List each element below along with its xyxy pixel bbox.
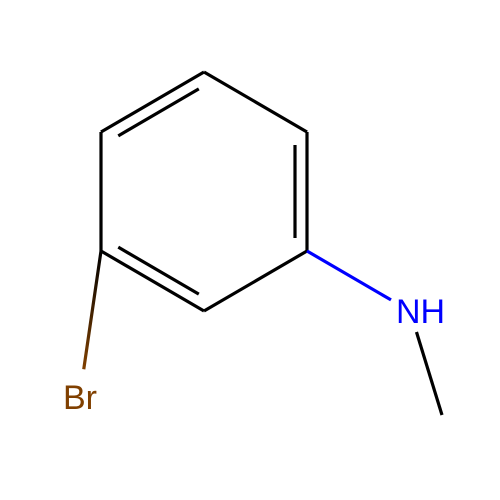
atom-label-br: Br bbox=[63, 379, 97, 417]
molecule-canvas: NH Br bbox=[0, 0, 500, 500]
bond bbox=[101, 72, 204, 132]
bond bbox=[204, 251, 307, 311]
atom-labels-layer: NH Br bbox=[63, 293, 445, 417]
bond bbox=[307, 251, 391, 300]
bond bbox=[84, 251, 101, 369]
bonds-layer bbox=[84, 72, 442, 415]
bond bbox=[101, 251, 204, 311]
bond bbox=[416, 332, 442, 415]
bond bbox=[204, 72, 307, 132]
bond bbox=[118, 89, 199, 136]
bond bbox=[118, 247, 199, 294]
atom-label-n: NH bbox=[396, 293, 445, 331]
